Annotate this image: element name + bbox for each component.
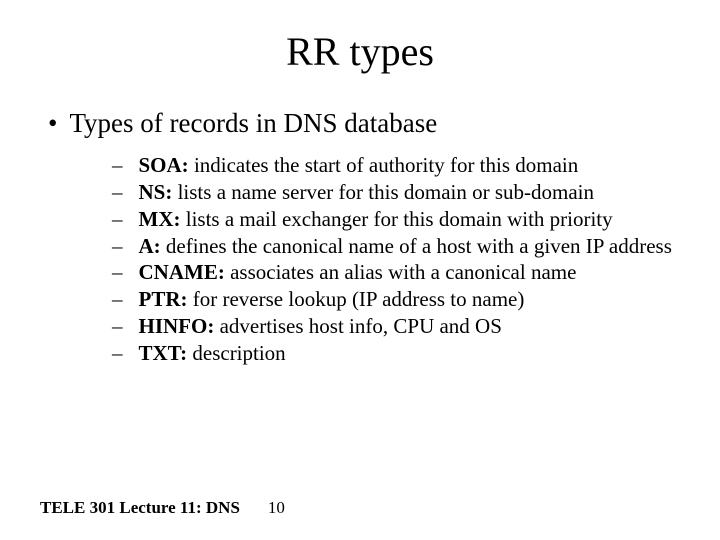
list-item: – CNAME: associates an alias with a cano… bbox=[112, 260, 680, 285]
list-item: – MX: lists a mail exchanger for this do… bbox=[112, 207, 680, 232]
item-desc: lists a mail exchanger for this domain w… bbox=[180, 207, 612, 231]
dash-icon: – bbox=[112, 287, 123, 312]
item-text: SOA: indicates the start of authority fo… bbox=[139, 153, 681, 178]
list-item: – A: defines the canonical name of a hos… bbox=[112, 234, 680, 259]
main-bullet-text: Types of records in DNS database bbox=[69, 107, 437, 139]
item-text: A: defines the canonical name of a host … bbox=[139, 234, 681, 259]
item-text: HINFO: advertises host info, CPU and OS bbox=[139, 314, 681, 339]
item-label: SOA: bbox=[139, 153, 189, 177]
item-label: CNAME: bbox=[139, 260, 225, 284]
dash-icon: – bbox=[112, 260, 123, 285]
footer-course: TELE 301 Lecture 11: DNS bbox=[40, 498, 240, 517]
dash-icon: – bbox=[112, 234, 123, 259]
list-item: – HINFO: advertises host info, CPU and O… bbox=[112, 314, 680, 339]
dash-icon: – bbox=[112, 314, 123, 339]
dash-icon: – bbox=[112, 180, 123, 205]
dash-icon: – bbox=[112, 341, 123, 366]
item-desc: defines the canonical name of a host wit… bbox=[161, 234, 672, 258]
list-item: – TXT: description bbox=[112, 341, 680, 366]
list-item: – NS: lists a name server for this domai… bbox=[112, 180, 680, 205]
item-text: MX: lists a mail exchanger for this doma… bbox=[139, 207, 681, 232]
item-label: MX: bbox=[139, 207, 181, 231]
dash-icon: – bbox=[112, 207, 123, 232]
dash-icon: – bbox=[112, 153, 123, 178]
item-desc: associates an alias with a canonical nam… bbox=[225, 260, 577, 284]
item-desc: advertises host info, CPU and OS bbox=[214, 314, 502, 338]
slide-footer: TELE 301 Lecture 11: DNS 10 bbox=[40, 498, 285, 518]
item-desc: lists a name server for this domain or s… bbox=[172, 180, 594, 204]
item-text: CNAME: associates an alias with a canoni… bbox=[139, 260, 681, 285]
record-types-list: – SOA: indicates the start of authority … bbox=[40, 153, 680, 365]
item-text: TXT: description bbox=[139, 341, 681, 366]
item-text: NS: lists a name server for this domain … bbox=[139, 180, 681, 205]
item-desc: for reverse lookup (IP address to name) bbox=[188, 287, 525, 311]
item-label: NS: bbox=[139, 180, 173, 204]
item-text: PTR: for reverse lookup (IP address to n… bbox=[139, 287, 681, 312]
main-bullet: • Types of records in DNS database bbox=[40, 107, 680, 139]
item-label: TXT: bbox=[139, 341, 188, 365]
item-desc: description bbox=[187, 341, 286, 365]
list-item: – SOA: indicates the start of authority … bbox=[112, 153, 680, 178]
slide-title: RR types bbox=[40, 28, 680, 75]
item-label: HINFO: bbox=[139, 314, 215, 338]
list-item: – PTR: for reverse lookup (IP address to… bbox=[112, 287, 680, 312]
item-label: A: bbox=[139, 234, 161, 258]
item-label: PTR: bbox=[139, 287, 188, 311]
footer-page-number: 10 bbox=[268, 498, 285, 517]
bullet-marker-l1: • bbox=[48, 107, 57, 139]
item-desc: indicates the start of authority for thi… bbox=[189, 153, 579, 177]
